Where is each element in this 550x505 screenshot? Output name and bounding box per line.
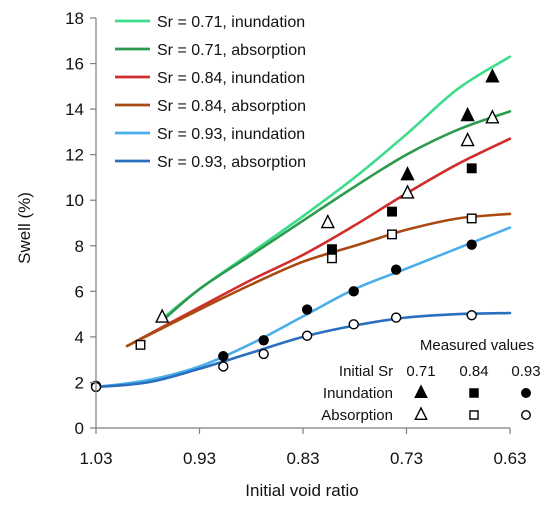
marker-table-symbol xyxy=(414,406,428,420)
data-point-series-2 xyxy=(485,109,500,124)
y-tick-label: 18 xyxy=(65,9,84,28)
data-point-series-6 xyxy=(218,361,229,372)
data-point-series-6 xyxy=(466,310,477,321)
y-axis: 0 2 4 6 8 10 12 14 16 18 xyxy=(65,9,97,438)
legend-label: Sr = 0.84, absorption xyxy=(157,98,306,115)
marker-table-row-label: Inundation xyxy=(323,385,393,402)
data-point-series-5 xyxy=(258,335,269,346)
y-axis-title: Swell (%) xyxy=(15,192,34,264)
series-line-4 xyxy=(125,212,512,348)
series-line-5 xyxy=(94,226,512,389)
data-point-series-4 xyxy=(135,339,146,350)
marker-table-row-label: Absorption xyxy=(321,407,393,424)
data-point-series-2 xyxy=(155,308,170,323)
y-tick-label: 6 xyxy=(75,282,84,301)
data-point-series-2 xyxy=(400,184,415,199)
marker-table-column: 0.84 xyxy=(459,363,488,380)
y-tick-label: 14 xyxy=(65,100,84,119)
series-line-3 xyxy=(125,137,512,348)
marker-table-symbol xyxy=(521,410,531,420)
data-point-series-5 xyxy=(301,304,313,315)
y-tick-label: 2 xyxy=(75,373,84,392)
x-axis: 1.03 0.93 0.83 0.73 0.63 xyxy=(79,427,527,468)
legend-label: Sr = 0.93, inundation xyxy=(157,126,305,143)
data-point-series-4 xyxy=(327,253,337,264)
data-point-series-5 xyxy=(390,264,402,275)
data-point-series-3 xyxy=(466,163,477,174)
data-point-series-6 xyxy=(258,348,269,360)
legend-label: Sr = 0.71, inundation xyxy=(157,14,305,31)
marker-table-title-left: Initial Sr xyxy=(339,363,393,380)
marker-table-symbol xyxy=(414,384,428,398)
data-point-series-4 xyxy=(466,213,477,224)
data-point-series-5 xyxy=(466,239,477,250)
marker-table-symbol xyxy=(469,388,479,398)
legend-label: Sr = 0.93, absorption xyxy=(157,154,306,171)
data-point-series-3 xyxy=(387,206,397,217)
data-point-series-2 xyxy=(460,132,475,147)
x-tick-label: 0.93 xyxy=(183,449,216,468)
legend: Sr = 0.71, inundation Sr = 0.71, absorpti… xyxy=(115,14,306,171)
x-tick-label: 1.03 xyxy=(79,449,112,468)
data-point-series-3 xyxy=(327,244,337,255)
y-tick-label: 0 xyxy=(75,419,84,438)
legend-label: Sr = 0.84, inundation xyxy=(157,70,305,87)
y-tick-label: 10 xyxy=(65,191,84,210)
y-tick-label: 12 xyxy=(65,146,84,165)
data-point-series-6 xyxy=(390,312,402,323)
x-tick-label: 0.73 xyxy=(390,449,423,468)
data-point-series-1 xyxy=(400,166,415,181)
plot-area xyxy=(90,55,512,393)
x-tick-label: 0.83 xyxy=(286,449,319,468)
data-point-series-1 xyxy=(485,68,500,83)
data-point-series-5 xyxy=(218,351,229,362)
marker-table-symbol xyxy=(521,388,531,398)
y-tick-label: 4 xyxy=(75,328,84,347)
data-point-series-4 xyxy=(387,229,397,240)
data-point-series-1 xyxy=(460,106,475,122)
marker-table-column: 0.71 xyxy=(406,363,435,380)
data-point-series-6 xyxy=(301,330,313,341)
data-point-series-5 xyxy=(348,286,359,297)
series-line-2 xyxy=(160,110,512,323)
marker-table-column: 0.93 xyxy=(511,363,540,380)
x-axis-title: Initial void ratio xyxy=(245,481,358,500)
marker-table-symbol xyxy=(469,410,479,420)
data-point-series-2 xyxy=(320,214,335,229)
y-tick-label: 16 xyxy=(65,55,84,74)
marker-table: Initial Sr Measured values 0.71 0.84 0.93 I… xyxy=(321,337,540,424)
data-point-series-6 xyxy=(348,319,359,330)
x-tick-label: 0.63 xyxy=(493,449,526,468)
y-tick-label: 8 xyxy=(75,237,84,256)
legend-label: Sr = 0.71, absorption xyxy=(157,42,306,59)
marker-table-title-right: Measured values xyxy=(420,337,534,354)
